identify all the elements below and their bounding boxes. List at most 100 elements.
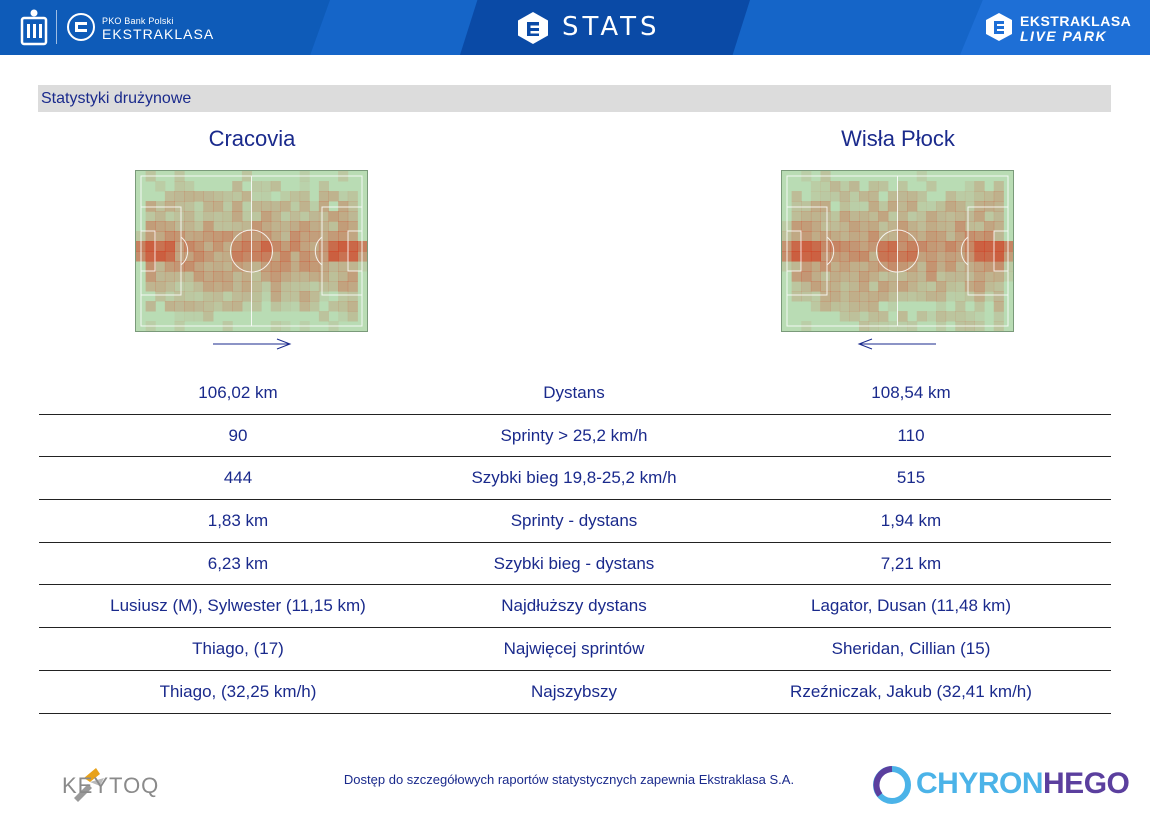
chyronhego-logo-icon <box>873 766 911 804</box>
heat-cell <box>299 231 310 242</box>
heat-cell <box>290 291 301 302</box>
heatmap-right <box>781 170 1014 332</box>
heat-cell <box>347 301 358 312</box>
stat-row: 106,02 km Dystans 108,54 km <box>39 372 1111 415</box>
heat-cell <box>810 221 821 232</box>
heat-cell <box>270 291 281 302</box>
heat-cell <box>916 251 927 262</box>
heat-cell <box>993 211 1004 222</box>
heat-cell <box>897 181 908 192</box>
heat-cell <box>184 211 195 222</box>
heat-cell <box>916 231 927 242</box>
heat-cell <box>261 271 272 282</box>
heat-cell <box>993 221 1004 232</box>
heat-cell <box>164 241 175 252</box>
heat-cell <box>859 301 870 312</box>
heat-cell <box>347 211 358 222</box>
chyron-text-a: CHYRON <box>916 767 1044 800</box>
heat-cell <box>801 211 812 222</box>
heat-cell <box>193 191 204 202</box>
heat-cell <box>328 231 339 242</box>
heat-cell <box>830 241 841 252</box>
heat-cell <box>810 291 821 302</box>
heat-cell <box>145 261 156 272</box>
heat-cell <box>347 221 358 232</box>
heat-cell <box>897 261 908 272</box>
heat-cell <box>145 241 156 252</box>
heat-cell <box>810 261 821 272</box>
heat-cell <box>810 251 821 262</box>
stats-title: STATS <box>562 12 661 42</box>
stat-value-right: 1,94 km <box>880 511 942 531</box>
heat-cell <box>232 271 243 282</box>
heat-cell <box>878 241 889 252</box>
heat-cell <box>241 281 252 292</box>
heat-cell <box>203 261 214 272</box>
heat-cell <box>290 221 301 232</box>
heat-cell <box>887 291 898 302</box>
heat-cell <box>213 231 224 242</box>
heat-cell <box>174 181 185 192</box>
heat-cell <box>155 271 166 282</box>
stat-row: 6,23 km Szybki bieg - dystans 7,21 km <box>39 543 1111 586</box>
heat-cell <box>164 251 175 262</box>
footer-note: Dostęp do szczegółowych raportów statyst… <box>343 772 795 787</box>
heat-cell <box>936 271 947 282</box>
heat-cell <box>261 221 272 232</box>
heat-cell <box>907 191 918 202</box>
heat-cell <box>347 251 358 262</box>
stat-label: Sprinty - dystans <box>510 511 638 531</box>
heat-cell <box>830 221 841 232</box>
heat-cell <box>338 221 349 232</box>
heat-cell <box>318 211 329 222</box>
heat-cell <box>974 201 985 212</box>
heat-cell <box>213 241 224 252</box>
heat-cell <box>955 191 966 202</box>
heat-cell <box>203 311 214 322</box>
heat-cell <box>945 211 956 222</box>
header-band-left <box>0 0 330 55</box>
heat-cell <box>868 191 879 202</box>
heat-cell <box>936 221 947 232</box>
heat-cell <box>868 181 879 192</box>
heat-cell <box>299 191 310 202</box>
heat-cell <box>945 311 956 322</box>
heat-cell <box>280 211 291 222</box>
heat-cell <box>270 181 281 192</box>
heat-cell <box>280 191 291 202</box>
heat-cell <box>270 251 281 262</box>
heat-cell <box>974 301 985 312</box>
heat-cell <box>926 241 937 252</box>
heat-cell <box>974 281 985 292</box>
heat-cell <box>887 191 898 202</box>
heat-cell <box>309 201 320 212</box>
heat-cell <box>955 201 966 212</box>
heat-cell <box>839 291 850 302</box>
heat-cell <box>801 251 812 262</box>
heat-cell <box>270 281 281 292</box>
heat-cell <box>203 211 214 222</box>
heat-cell <box>859 241 870 252</box>
stats-table: 106,02 km Dystans 108,54 km 90 Sprinty > 25,… <box>39 372 1111 714</box>
heat-cell <box>887 231 898 242</box>
heat-cell <box>155 231 166 242</box>
heat-cell <box>839 191 850 202</box>
heatmap-left <box>135 170 368 332</box>
heat-cell <box>964 291 975 302</box>
heat-cell <box>164 291 175 302</box>
heat-cell <box>820 181 831 192</box>
heat-cell <box>251 281 262 292</box>
heat-cell <box>984 271 995 282</box>
heat-cell <box>290 191 301 202</box>
heat-cell <box>859 191 870 202</box>
heat-cell <box>299 221 310 232</box>
heat-cell <box>791 251 802 262</box>
heat-cell <box>290 201 301 212</box>
heat-cell <box>830 261 841 272</box>
heat-cell <box>849 301 860 312</box>
heat-cell <box>145 221 156 232</box>
heat-cell <box>203 271 214 282</box>
heat-cell <box>338 301 349 312</box>
heat-cell <box>261 241 272 252</box>
heat-cell <box>193 201 204 212</box>
